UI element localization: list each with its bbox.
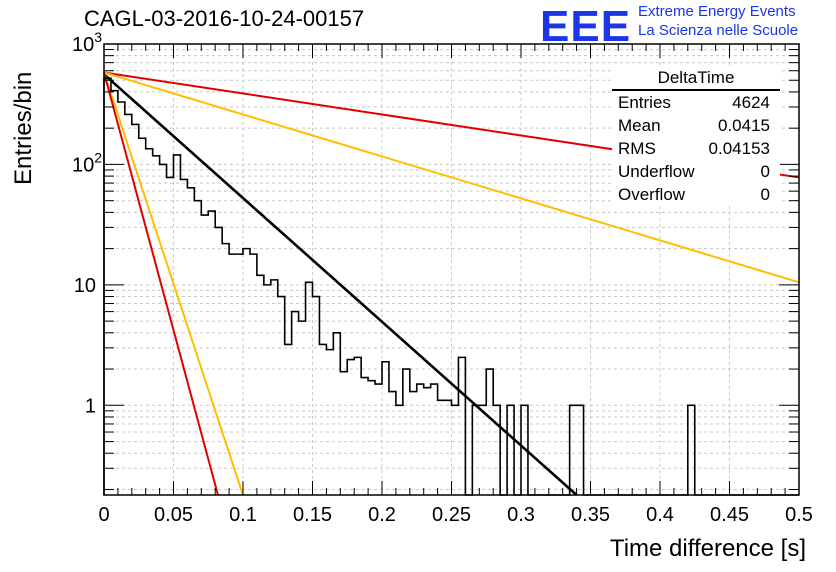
stats-label: Overflow: [618, 185, 686, 204]
stats-label: RMS: [618, 139, 656, 158]
stats-value: 0: [760, 185, 770, 204]
grid-lines: [104, 44, 799, 495]
y-axis-label: Entries/bin: [10, 71, 37, 185]
x-tick-label: 0.05: [154, 504, 193, 526]
y-tick-label: 1: [85, 395, 96, 417]
stats-value: 0.0415: [718, 116, 770, 135]
eee-logo: EEE: [540, 2, 632, 51]
x-axis-label: Time difference [s]: [609, 535, 806, 562]
y-tick-label: 102: [72, 149, 102, 176]
x-tick-label: 0.25: [432, 504, 471, 526]
x-tick-label: 0: [98, 504, 109, 526]
chart-title: CAGL-03-2016-10-24-00157: [84, 6, 365, 31]
stats-value: 4624: [732, 93, 770, 112]
stats-row-underflow: Underflow 0: [612, 160, 780, 183]
stats-row-overflow: Overflow 0: [612, 183, 780, 206]
stats-value: 0: [760, 162, 770, 181]
x-tick-label: 0.1: [229, 504, 257, 526]
y-tick-label: 10: [74, 275, 96, 297]
series-upper-yellow: [103, 71, 800, 284]
brand-line-1: Extreme Energy Events: [638, 3, 796, 20]
stats-label: Mean: [618, 116, 661, 135]
stats-row-rms: RMS 0.04153: [612, 137, 780, 160]
x-tick-label: 0.3: [507, 504, 535, 526]
y-tick-label: 103: [72, 29, 102, 56]
series-lower-yellow: [103, 72, 244, 496]
stats-row-mean: Mean 0.0415: [612, 114, 780, 137]
series-lower-red: [103, 72, 219, 496]
axis-tick-labels: 0 0.05 0.1 0.15 0.2 0.25 0.3 0.35 0.4 0.45 0.5 1 10 1…: [72, 29, 813, 526]
brand-line-2: La Scienza nelle Scuole: [638, 22, 799, 39]
stats-value: 0.04153: [708, 139, 770, 158]
axis-ticks: [103, 44, 800, 495]
x-tick-label: 0.35: [571, 504, 610, 526]
stats-row-entries: Entries 4624: [612, 91, 780, 114]
stats-box: DeltaTime Entries 4624 Mean 0.0415 RMS 0.04…: [612, 68, 780, 206]
x-tick-label: 0.45: [710, 504, 749, 526]
x-tick-label: 0.2: [368, 504, 396, 526]
stats-label: Entries: [618, 93, 671, 112]
x-tick-label: 0.5: [785, 504, 813, 526]
series-fit: [103, 73, 578, 496]
stats-label: Underflow: [618, 162, 695, 181]
x-tick-label: 0.4: [646, 504, 674, 526]
stats-title: DeltaTime: [612, 68, 780, 91]
x-tick-label: 0.15: [293, 504, 332, 526]
